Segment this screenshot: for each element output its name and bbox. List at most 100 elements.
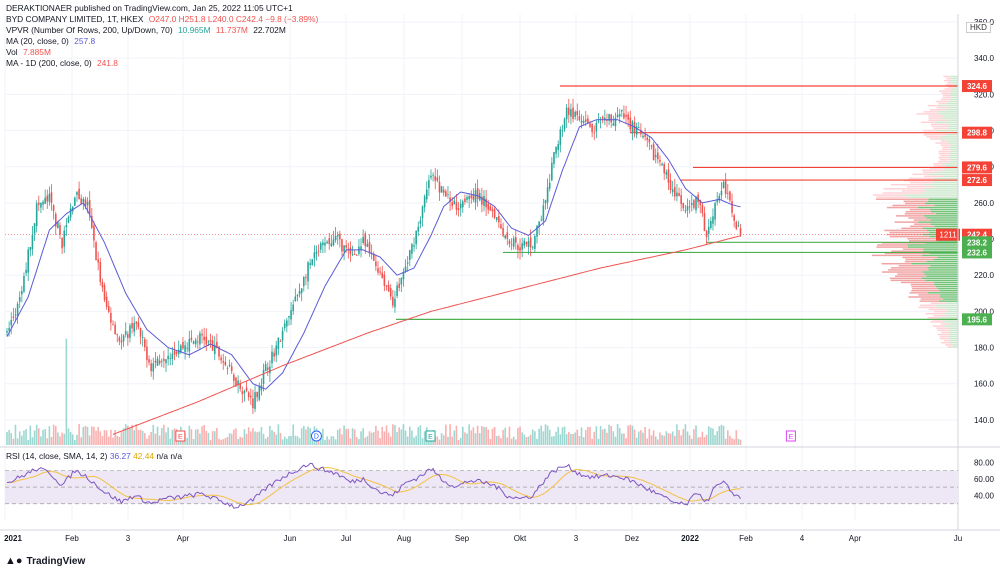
- candle-body: [589, 123, 591, 127]
- candle-body: [487, 203, 490, 210]
- vp-down-bar: [942, 146, 950, 148]
- vol-label[interactable]: Vol: [6, 47, 18, 57]
- vp-up-bar: [924, 202, 958, 205]
- vp-up-bar: [938, 287, 958, 290]
- candle-body: [502, 227, 504, 236]
- vp-up-bar: [922, 271, 958, 273]
- volume-bar: [84, 425, 87, 445]
- vp-up-bar: [938, 113, 958, 115]
- vp-down-bar: [942, 148, 950, 151]
- vp-up-bar: [948, 127, 958, 130]
- time-axis: 2021 Feb 3 Apr Jun Jul Aug Sep Okt 3 Dez 2022 Feb 4 Ap…: [4, 534, 962, 543]
- volume-bar: [298, 438, 301, 445]
- volume-bar: [362, 428, 364, 445]
- candle-body: [712, 216, 714, 224]
- vp-down-bar: [901, 281, 935, 284]
- candle-body: [309, 263, 311, 266]
- volume-bar: [247, 427, 250, 445]
- vp-up-bar: [944, 109, 958, 111]
- volume-bar: [76, 434, 78, 445]
- tradingview-logo[interactable]: ▲● TradingView: [5, 555, 85, 567]
- rsi-header: RSI (14, close, SMA, 14, 2) 36.27 42.44 …: [6, 451, 182, 461]
- candle-body: [194, 339, 197, 345]
- price-tick-label: 340.0: [974, 54, 995, 63]
- volume-bar: [612, 431, 615, 445]
- symbol-label[interactable]: BYD COMPANY LIMITED, 1T, HKEX: [6, 14, 144, 24]
- vp-up-bar: [923, 248, 958, 250]
- time-tick-label: 2021: [4, 534, 22, 543]
- candle-body: [29, 247, 32, 251]
- volume-bar: [485, 427, 487, 445]
- candle-body: [311, 259, 314, 265]
- volume-bar: [555, 431, 557, 445]
- volume-bar: [25, 429, 27, 445]
- volume-bar: [495, 436, 498, 445]
- volume-bar: [349, 438, 352, 445]
- candle-body: [512, 238, 515, 247]
- candle-body: [519, 247, 521, 251]
- volume-bar: [498, 435, 500, 445]
- candle-body: [570, 109, 572, 117]
- ma200-line: [112, 235, 741, 435]
- volume-bar: [720, 424, 723, 445]
- candle-body: [654, 155, 657, 158]
- candle-body: [207, 341, 210, 343]
- volume-bar: [226, 437, 229, 445]
- volume-bar: [137, 429, 140, 445]
- vp-up-bar: [940, 138, 958, 140]
- vp-down-bar: [930, 123, 949, 126]
- vp-down-bar: [937, 329, 951, 332]
- vp-up-bar: [942, 163, 958, 165]
- vp-down-bar: [918, 306, 938, 309]
- candle-body: [131, 323, 133, 329]
- candle-body: [173, 350, 176, 355]
- candle-body: [105, 296, 108, 307]
- vp-down-bar: [916, 113, 939, 115]
- currency-label[interactable]: HKD: [966, 22, 991, 33]
- vp-down-bar: [910, 283, 934, 286]
- volume-bar: [472, 427, 475, 445]
- vp-down-bar: [938, 102, 946, 105]
- candle-body: [735, 221, 738, 229]
- vpvr-label[interactable]: VPVR (Number Of Rows, 200, Up/Down, 70): [6, 25, 173, 35]
- volume-bar: [21, 435, 23, 445]
- volume-bar: [158, 435, 161, 445]
- volume-bar: [266, 436, 269, 445]
- candle-body: [436, 177, 439, 181]
- volume-bar: [228, 433, 231, 445]
- ma200-label[interactable]: MA - 1D (200, close, 0): [6, 58, 92, 68]
- volume-bar: [258, 431, 261, 445]
- volume-bar: [33, 430, 36, 445]
- volume-bar: [597, 438, 600, 445]
- candle-body: [525, 242, 528, 245]
- volume-bar: [457, 439, 460, 445]
- vp-up-bar: [923, 215, 958, 217]
- volume-bar: [188, 425, 191, 445]
- rsi-value: 36.27: [109, 451, 131, 461]
- vp-up-bar: [933, 283, 958, 286]
- vp-up-bar: [934, 121, 958, 124]
- ma20-label[interactable]: MA (20, close, 0): [6, 36, 69, 46]
- candle-body: [218, 346, 220, 357]
- candle-body: [21, 291, 23, 295]
- volume-bar: [199, 433, 201, 445]
- volume-bar: [565, 434, 568, 445]
- candle-body: [86, 201, 89, 206]
- volume-bar: [618, 427, 621, 445]
- price-tick-label: 180.0: [974, 344, 995, 353]
- volume-bar: [701, 431, 704, 445]
- volume-bar: [35, 424, 38, 445]
- volume-bar: [684, 424, 687, 445]
- volume-bar: [114, 429, 116, 445]
- candle-body: [349, 247, 352, 255]
- rsi-label[interactable]: RSI (14, close, SMA, 14, 2): [6, 451, 108, 461]
- earnings-marker-label: E: [428, 434, 433, 441]
- volume-bar: [578, 436, 581, 445]
- candle-body: [695, 196, 697, 211]
- volume-bar: [661, 435, 663, 445]
- vp-down-bar: [933, 314, 947, 317]
- candle-body: [415, 230, 417, 245]
- vp-up-bar: [948, 331, 958, 334]
- vp-down-bar: [897, 273, 925, 275]
